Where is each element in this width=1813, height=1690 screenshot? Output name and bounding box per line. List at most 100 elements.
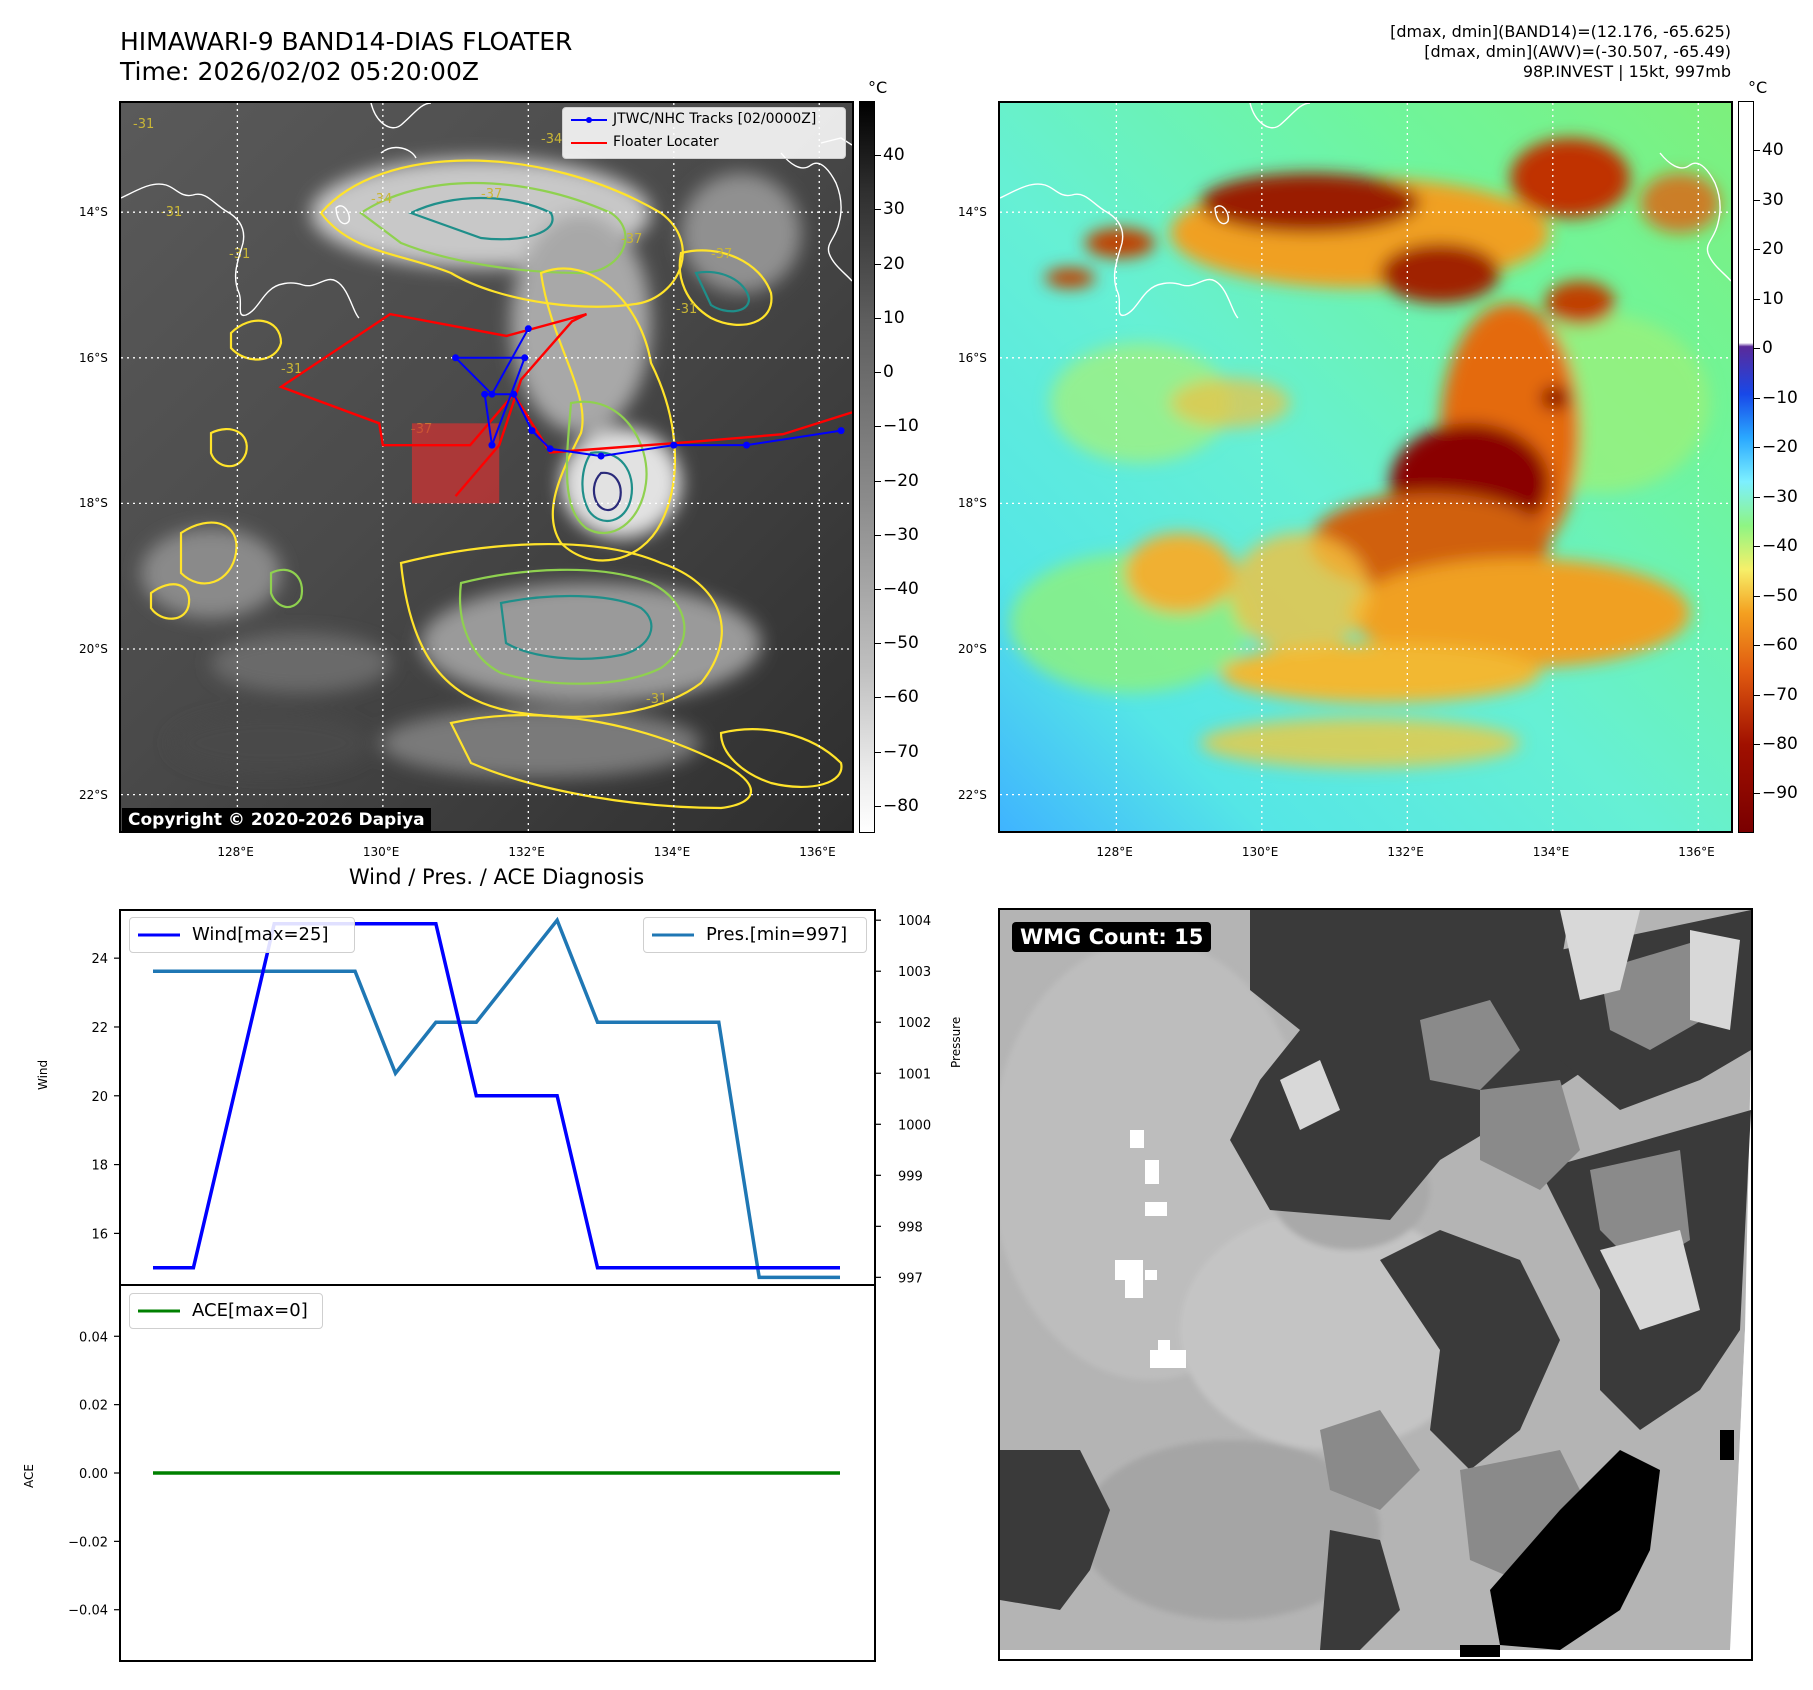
figure-meta: [dmax, dmin](BAND14)=(12.176, -65.625) [… <box>1390 22 1731 82</box>
colorbar-tick-mark <box>1754 150 1760 152</box>
colorbar-tick-label: −20 <box>1762 437 1798 458</box>
meta-storm: 98P.INVEST | 15kt, 997mb <box>1522 62 1731 81</box>
track-point <box>452 354 460 362</box>
lon-tick-label: 134°E <box>653 845 691 859</box>
colorbar-tick-mark <box>1754 199 1760 201</box>
colorbar-tick-label: 0 <box>1762 338 1773 359</box>
colorbar-tick-mark <box>1754 249 1760 251</box>
lon-tick-label: 136°E <box>1678 845 1715 859</box>
lon-tick-label: 130°E <box>1241 845 1279 859</box>
colorbar-tick-label: −40 <box>1762 536 1798 557</box>
colorbar-tick-label: 30 <box>1762 189 1784 210</box>
left-colorbar-unit: °C <box>868 78 888 97</box>
contour-label: -31 <box>161 205 182 220</box>
diagnosis-title: Wind / Pres. / ACE Diagnosis <box>348 865 645 889</box>
colorbar-tick-label: −10 <box>1762 387 1798 408</box>
colorbar-tick-label: 10 <box>883 307 905 328</box>
wind-legend-label: Wind[max=25] <box>192 924 329 945</box>
band14-map-panel: -31-31-31-34-37-34-37-37-31-31-37-31 <box>119 101 854 833</box>
colorbar-tick-mark <box>1754 694 1760 696</box>
right-colorbar <box>1738 101 1754 833</box>
colorbar-tick-label: −80 <box>883 795 919 816</box>
track-point <box>528 427 536 435</box>
colorbar-tick-mark <box>875 751 881 753</box>
colorbar-tick-label: 40 <box>1762 140 1784 161</box>
ace-ylabel: ACE <box>22 1464 36 1488</box>
colorbar-tick-label: −30 <box>1762 486 1798 507</box>
pressure-ytick-label: 1003 <box>898 965 931 980</box>
title-line-1: HIMAWARI-9 BAND14-DIAS FLOATER <box>120 27 573 56</box>
lat-tick-label: 16°S <box>79 350 108 365</box>
ace-ytick-label: −0.02 <box>68 1535 108 1550</box>
colorbar-tick-label: 30 <box>883 199 905 220</box>
contour-label: -31 <box>133 117 154 132</box>
contour-label: -37 <box>481 187 502 202</box>
track-point <box>837 427 845 435</box>
colorbar-tick-mark <box>875 263 881 265</box>
pressure-legend: Pres.[min=997] <box>643 917 867 953</box>
contour-label: -31 <box>646 692 667 707</box>
colorbar-tick-label: 20 <box>883 253 905 274</box>
wind-series-line <box>153 922 840 1270</box>
ace-ytick-label: 0.02 <box>79 1399 108 1414</box>
colorbar-tick-label: −50 <box>1762 585 1798 606</box>
contour-label: -31 <box>281 362 302 377</box>
colorbar-tick-mark <box>1754 298 1760 300</box>
lon-tick-label: 128°E <box>1096 845 1133 859</box>
colorbar-tick-label: −20 <box>883 470 919 491</box>
ace-ytick-label: 0.04 <box>79 1330 108 1345</box>
colorbar-tick-mark <box>1754 743 1760 745</box>
colorbar-tick-mark <box>875 155 881 157</box>
colorbar-tick-label: −10 <box>883 416 919 437</box>
pressure-ytick-label: 1002 <box>898 1016 931 1031</box>
pressure-ytick-label: 998 <box>898 1220 923 1235</box>
left-colorbar <box>859 101 875 833</box>
pressure-ylabel: Pressure <box>949 1016 963 1068</box>
lat-tick-label: 18°S <box>958 496 987 511</box>
lon-tick-label: 134°E <box>1532 845 1570 859</box>
track-point <box>521 354 529 362</box>
wind-ytick-label: 24 <box>91 952 108 967</box>
pressure-ytick-label: 1001 <box>898 1067 931 1082</box>
meta-band14: [dmax, dmin](BAND14)=(12.176, -65.625) <box>1390 22 1731 41</box>
colorbar-tick-label: −50 <box>883 633 919 654</box>
wind-ytick-label: 18 <box>91 1159 108 1174</box>
colorbar-tick-label: −40 <box>883 579 919 599</box>
pressure-ytick-label: 999 <box>898 1169 923 1184</box>
colorbar-tick-mark <box>1754 546 1760 548</box>
track-point <box>670 441 678 449</box>
track-point <box>597 452 605 460</box>
contour-label: -34 <box>541 132 562 147</box>
map-legend: JTWC/NHC Tracks [02/0000Z] Floater Locat… <box>562 107 846 159</box>
colorbar-tick-mark <box>875 317 881 319</box>
lat-tick-label: 22°S <box>958 787 987 802</box>
ace-legend-label: ACE[max=0] <box>192 1300 308 1321</box>
lat-tick-label: 22°S <box>79 787 108 802</box>
colorbar-tick-mark <box>1754 793 1760 795</box>
band14-map: -31-31-31-34-37-34-37-37-31-31-37-31 <box>121 103 852 831</box>
contour-label: -31 <box>676 302 697 317</box>
contour-label: -34 <box>371 192 392 207</box>
colorbar-tick-mark <box>875 589 881 590</box>
lat-tick-label: 14°S <box>79 205 108 220</box>
colorbar-tick-label: 40 <box>883 145 905 166</box>
floater-locater-line <box>278 312 852 497</box>
colorbar-tick-label: −70 <box>883 741 919 762</box>
wind-ytick-label: 22 <box>91 1021 108 1036</box>
colorbar-tick-mark <box>1754 447 1760 449</box>
lon-tick-label: 128°E <box>217 845 254 859</box>
awv-map <box>1000 103 1731 831</box>
contour-label: -37 <box>711 247 732 262</box>
lat-tick-label: 20°S <box>79 642 108 656</box>
colorbar-tick-mark <box>1754 496 1760 498</box>
legend-track-label: JTWC/NHC Tracks [02/0000Z] <box>613 111 817 127</box>
lon-tick-label: 132°E <box>508 845 545 859</box>
lon-tick-label: 136°E <box>799 845 836 859</box>
colorbar-tick-mark <box>1754 595 1760 597</box>
colorbar-tick-mark <box>875 209 881 211</box>
wind-ytick-label: 20 <box>91 1090 108 1105</box>
pressure-ytick-label: 997 <box>898 1271 923 1286</box>
colorbar-tick-mark <box>875 697 881 699</box>
colorbar-tick-mark <box>875 372 881 374</box>
